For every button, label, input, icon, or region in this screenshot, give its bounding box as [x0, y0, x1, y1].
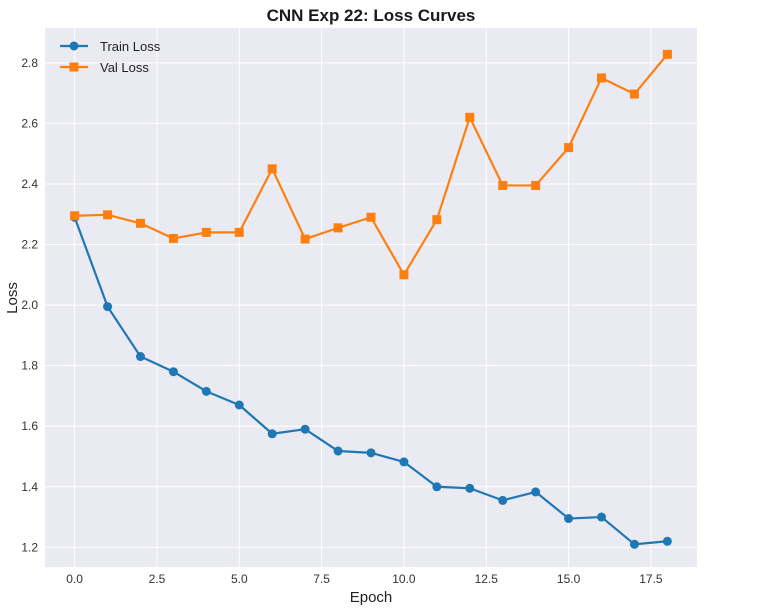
- data-point-val: [234, 227, 244, 237]
- data-point-train: [168, 367, 178, 377]
- data-point-val: [103, 210, 113, 220]
- data-point-train: [234, 400, 244, 410]
- data-point-train: [103, 302, 113, 312]
- data-point-val: [432, 215, 442, 225]
- chart-title: CNN Exp 22: Loss Curves: [267, 6, 476, 25]
- data-point-val: [70, 211, 80, 221]
- data-point-val: [662, 49, 672, 59]
- data-point-val: [629, 89, 639, 99]
- data-point-train: [597, 512, 607, 522]
- data-point-val: [300, 234, 310, 244]
- x-axis-label: Epoch: [350, 589, 393, 606]
- y-tick-label: 1.6: [21, 419, 38, 433]
- data-point-val: [333, 223, 343, 233]
- data-point-val: [531, 180, 541, 190]
- x-tick-label: 5.0: [231, 572, 248, 586]
- y-tick-label: 2.2: [21, 238, 38, 252]
- data-point-val: [465, 112, 475, 122]
- data-point-train: [465, 483, 475, 493]
- x-tick-label: 15.0: [557, 572, 581, 586]
- y-axis-label: Loss: [4, 282, 21, 314]
- y-tick-label: 2.6: [21, 116, 38, 130]
- x-tick-labels: 0.0 2.5 5.0 7.5 10.0 12.5 15.0 17.5: [66, 572, 663, 586]
- legend-label-val: Val Loss: [100, 60, 149, 75]
- x-tick-label: 12.5: [475, 572, 499, 586]
- data-point-train: [201, 386, 211, 396]
- x-tick-label: 17.5: [639, 572, 663, 586]
- data-point-val: [201, 227, 211, 237]
- grid: [45, 28, 697, 567]
- data-point-train: [629, 539, 639, 549]
- data-point-train: [662, 536, 672, 546]
- legend-label-train: Train Loss: [100, 39, 161, 54]
- x-tick-label: 0.0: [66, 572, 83, 586]
- data-point-train: [267, 429, 277, 439]
- data-point-val: [267, 164, 277, 174]
- data-point-train: [432, 482, 442, 492]
- legend-marker-train: [69, 41, 79, 51]
- series-train: [70, 212, 672, 549]
- data-point-train: [399, 457, 409, 467]
- data-point-train: [135, 352, 145, 362]
- series-layer: [70, 49, 672, 549]
- series-val: [70, 49, 672, 280]
- legend-item-val: Val Loss: [60, 60, 149, 75]
- x-tick-label: 10.0: [392, 572, 416, 586]
- y-tick-label: 1.4: [21, 480, 38, 494]
- data-point-val: [498, 180, 508, 190]
- data-point-val: [366, 212, 376, 222]
- x-tick-label: 7.5: [313, 572, 330, 586]
- data-point-val: [597, 73, 607, 83]
- y-tick-label: 1.8: [21, 359, 38, 373]
- y-tick-label: 2.8: [21, 56, 38, 70]
- y-tick-label: 2.4: [21, 177, 38, 191]
- data-point-val: [564, 143, 574, 153]
- data-point-train: [531, 487, 541, 497]
- y-tick-label: 1.2: [21, 540, 38, 554]
- legend: Train Loss Val Loss: [60, 39, 161, 75]
- data-point-train: [366, 448, 376, 458]
- data-point-train: [300, 424, 310, 434]
- data-point-train: [564, 514, 574, 524]
- plot-background: [45, 28, 697, 567]
- legend-marker-val: [69, 62, 79, 72]
- data-point-val: [168, 233, 178, 243]
- data-point-val: [399, 270, 409, 280]
- x-tick-label: 2.5: [149, 572, 166, 586]
- data-point-train: [333, 446, 343, 456]
- legend-item-train: Train Loss: [60, 39, 161, 54]
- y-tick-label: 2.0: [21, 298, 38, 312]
- data-point-val: [135, 218, 145, 228]
- data-point-train: [498, 495, 508, 505]
- y-tick-labels: 1.2 1.4 1.6 1.8 2.0 2.2 2.4 2.6 2.8: [21, 56, 38, 554]
